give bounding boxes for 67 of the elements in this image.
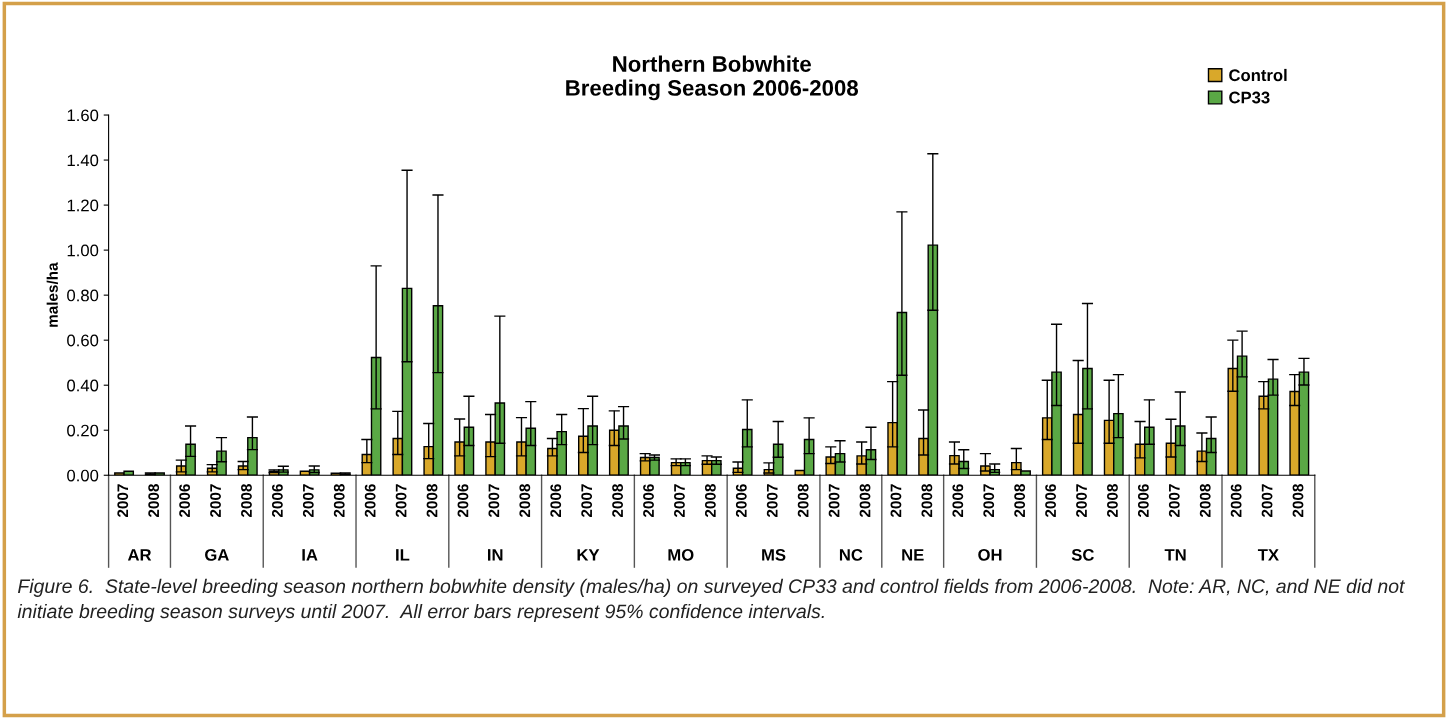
y-tick-label: 0.60	[67, 334, 99, 347]
y-tick-label: 1.20	[67, 199, 99, 212]
y-tick-label: 1.60	[67, 109, 99, 122]
text: KY	[577, 549, 600, 561]
x-tick-label: 2007	[1168, 484, 1180, 518]
x-tick-label: 2007	[1261, 484, 1273, 518]
x-tick-label: 2008	[859, 484, 871, 518]
x-tick-label: 2008	[1014, 484, 1026, 518]
y-tick-label: 0.80	[67, 289, 99, 302]
x-tick-label: 2007	[766, 484, 778, 518]
text: IL	[396, 549, 410, 561]
text: NE	[902, 549, 924, 561]
x-tick-label: 2008	[519, 484, 531, 518]
text: IA	[302, 549, 318, 561]
text: AR	[127, 549, 152, 561]
text: IN	[487, 549, 503, 561]
text: GA	[205, 548, 229, 561]
legend-label: CP33	[1229, 91, 1270, 104]
x-tick-label: 2007	[302, 484, 314, 518]
x-tick-label: 2007	[890, 484, 902, 518]
x-tick-label: 2008	[612, 484, 624, 518]
y-tick-label: 0.40	[67, 379, 99, 392]
x-tick-label: 2007	[488, 484, 500, 518]
x-tick-label: 2006	[735, 484, 747, 518]
text: MO	[668, 548, 694, 561]
x-tick-label: 2008	[1292, 484, 1304, 518]
x-tick-label: 2006	[364, 484, 376, 518]
x-tick-label: 2007	[983, 484, 995, 518]
x-tick-label: 2007	[828, 484, 840, 518]
text: OH	[978, 548, 1002, 561]
text: TX	[1257, 549, 1279, 561]
x-tick-label: 2007	[117, 484, 129, 518]
x-tick-label: 2006	[1045, 484, 1056, 518]
x-tick-label: 2006	[271, 484, 283, 518]
x-tick-label: 2007	[1076, 484, 1087, 518]
x-tick-label: 2006	[1230, 484, 1242, 518]
y-tick-label: 1.40	[67, 154, 99, 167]
x-tick-label: 2006	[952, 484, 964, 518]
text: MS	[762, 548, 786, 561]
x-tick-label: 2007	[674, 484, 685, 518]
x-tick-label: 2008	[921, 484, 933, 518]
chart-title: Northern Bobwhite Breeding Season 2006-2008	[566, 55, 859, 101]
legend-label: Control	[1229, 68, 1287, 82]
x-tick-label: 2008	[241, 484, 252, 518]
y-tick-label: 0.20	[67, 424, 99, 437]
x-tick-label: 2006	[643, 484, 654, 518]
x-tick-label: 2007	[210, 484, 221, 518]
x-tick-label: 2008	[1107, 484, 1118, 518]
x-tick-label: 2008	[426, 484, 438, 518]
x-tick-label: 2008	[797, 484, 809, 518]
x-tick-label: 2007	[581, 484, 593, 518]
x-tick-label: 2006	[550, 484, 562, 518]
x-tick-label: 2006	[179, 484, 191, 518]
x-tick-label: 2008	[1199, 484, 1211, 518]
text: TN	[1164, 549, 1186, 561]
y-axis-title: males/ha	[46, 262, 59, 327]
x-tick-label: 2007	[395, 484, 407, 518]
caption: Figure 6. State-level breeding season northern bobwhite density (males/ha) on surveyed CP33 and control fields from 2006-2008. Note: AR, NC, and NE did not initiate breeding season surveys until 2007. All error bars represent 95% confidence intervals.	[17, 578, 1406, 623]
x-tick-label: 2006	[457, 484, 469, 518]
text: SC	[1071, 548, 1094, 561]
y-tick-label: 1.00	[67, 244, 99, 257]
text: NC	[839, 548, 863, 561]
x-tick-label: 2008	[704, 484, 716, 518]
x-tick-label: 2006	[1137, 484, 1149, 518]
x-tick-label: 2008	[333, 484, 345, 518]
x-tick-label: 2008	[148, 484, 160, 518]
y-tick-label: 0.00	[67, 469, 99, 482]
